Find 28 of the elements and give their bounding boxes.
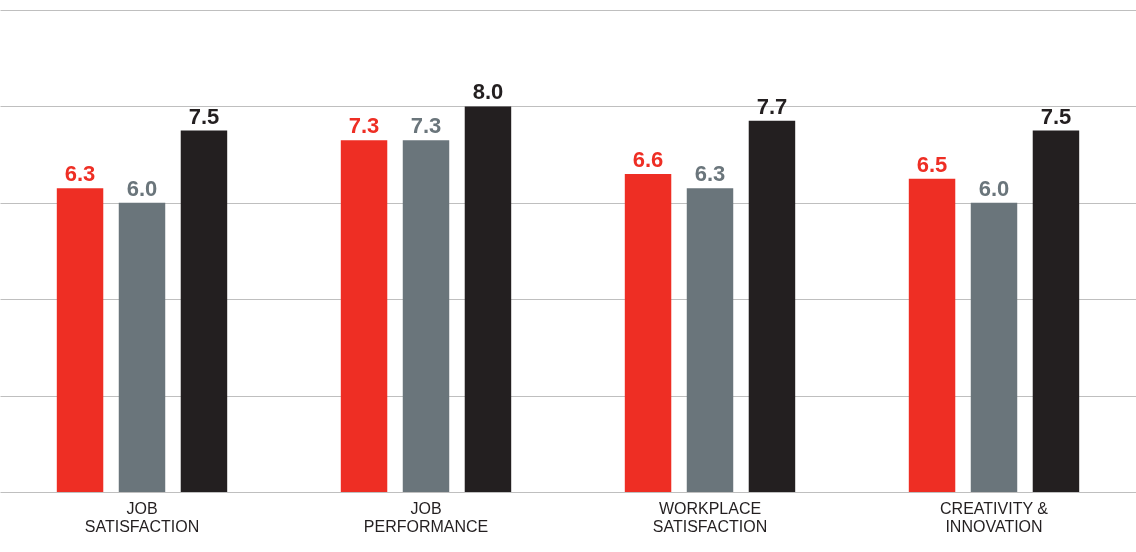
data-label: 7.5 xyxy=(188,103,220,129)
data-label: 6.6 xyxy=(632,146,664,172)
data-label: 6.0 xyxy=(978,175,1010,201)
bar xyxy=(1032,130,1080,492)
data-label: 6.3 xyxy=(694,161,726,187)
bar xyxy=(402,140,450,492)
bar xyxy=(464,106,512,492)
bar xyxy=(180,130,228,492)
bar xyxy=(340,140,388,492)
bar xyxy=(748,120,796,492)
data-label: 7.3 xyxy=(348,113,380,139)
data-label: 7.5 xyxy=(1040,103,1072,129)
bar xyxy=(686,188,734,492)
x-tick-label: JOB SATISFACTION xyxy=(84,499,200,535)
data-label: 8.0 xyxy=(472,79,504,105)
data-label: 6.0 xyxy=(126,175,158,201)
bar xyxy=(56,188,104,492)
x-tick-label: CREATIVITY & INNOVATION xyxy=(940,499,1049,535)
x-tick-label: WORKPLACE SATISFACTION xyxy=(652,499,768,535)
bar xyxy=(118,202,166,492)
data-label: 6.5 xyxy=(916,151,948,177)
data-label: 6.3 xyxy=(64,161,96,187)
bar xyxy=(970,202,1018,492)
data-label: 7.7 xyxy=(756,93,788,119)
data-label: 7.3 xyxy=(410,113,442,139)
bar xyxy=(908,178,956,492)
bar xyxy=(624,173,672,492)
x-tick-label: JOB PERFORMANCE xyxy=(363,499,489,535)
